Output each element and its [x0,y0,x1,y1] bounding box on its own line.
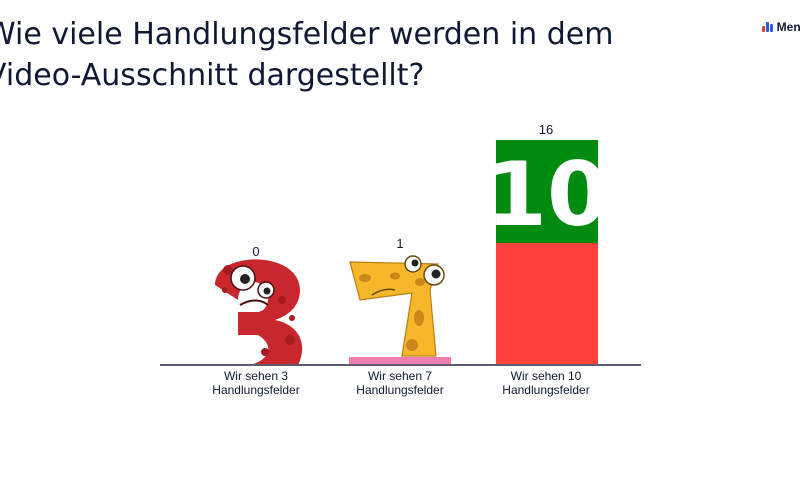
number-seven-giraffe-mascot [349,255,445,357]
brand-name: Menti [776,20,800,34]
category-label-3-line-2: Handlungsfelder [502,383,589,397]
bar-option-3-number-block [496,140,598,243]
category-label-2-line-2: Handlungsfelder [356,383,443,397]
count-label-1: 0 [252,244,259,259]
bars-layer: 10 [349,140,608,365]
number-three-mascot [215,259,303,365]
count-labels: 0 1 16 [252,122,553,259]
bar-option-2 [349,357,451,365]
count-label-2: 1 [396,236,403,251]
bar-mascots [215,255,445,365]
category-label-1-line-2: Handlungsfelder [212,383,299,397]
question-title: Wie viele Handlungsfelder werden in dem … [0,17,614,93]
bar-chart-icon [761,22,773,32]
category-label-3-line-1: Wir sehen 10 [511,369,582,383]
count-label-3: 16 [539,122,553,137]
mentimeter-logo: Menti [761,20,800,34]
bar-option-3 [496,243,598,365]
bar-option-3-number-text: 10 [486,143,608,246]
category-label-2-line-1: Wir sehen 7 [368,369,432,383]
category-label-1-line-1: Wir sehen 3 [224,369,288,383]
